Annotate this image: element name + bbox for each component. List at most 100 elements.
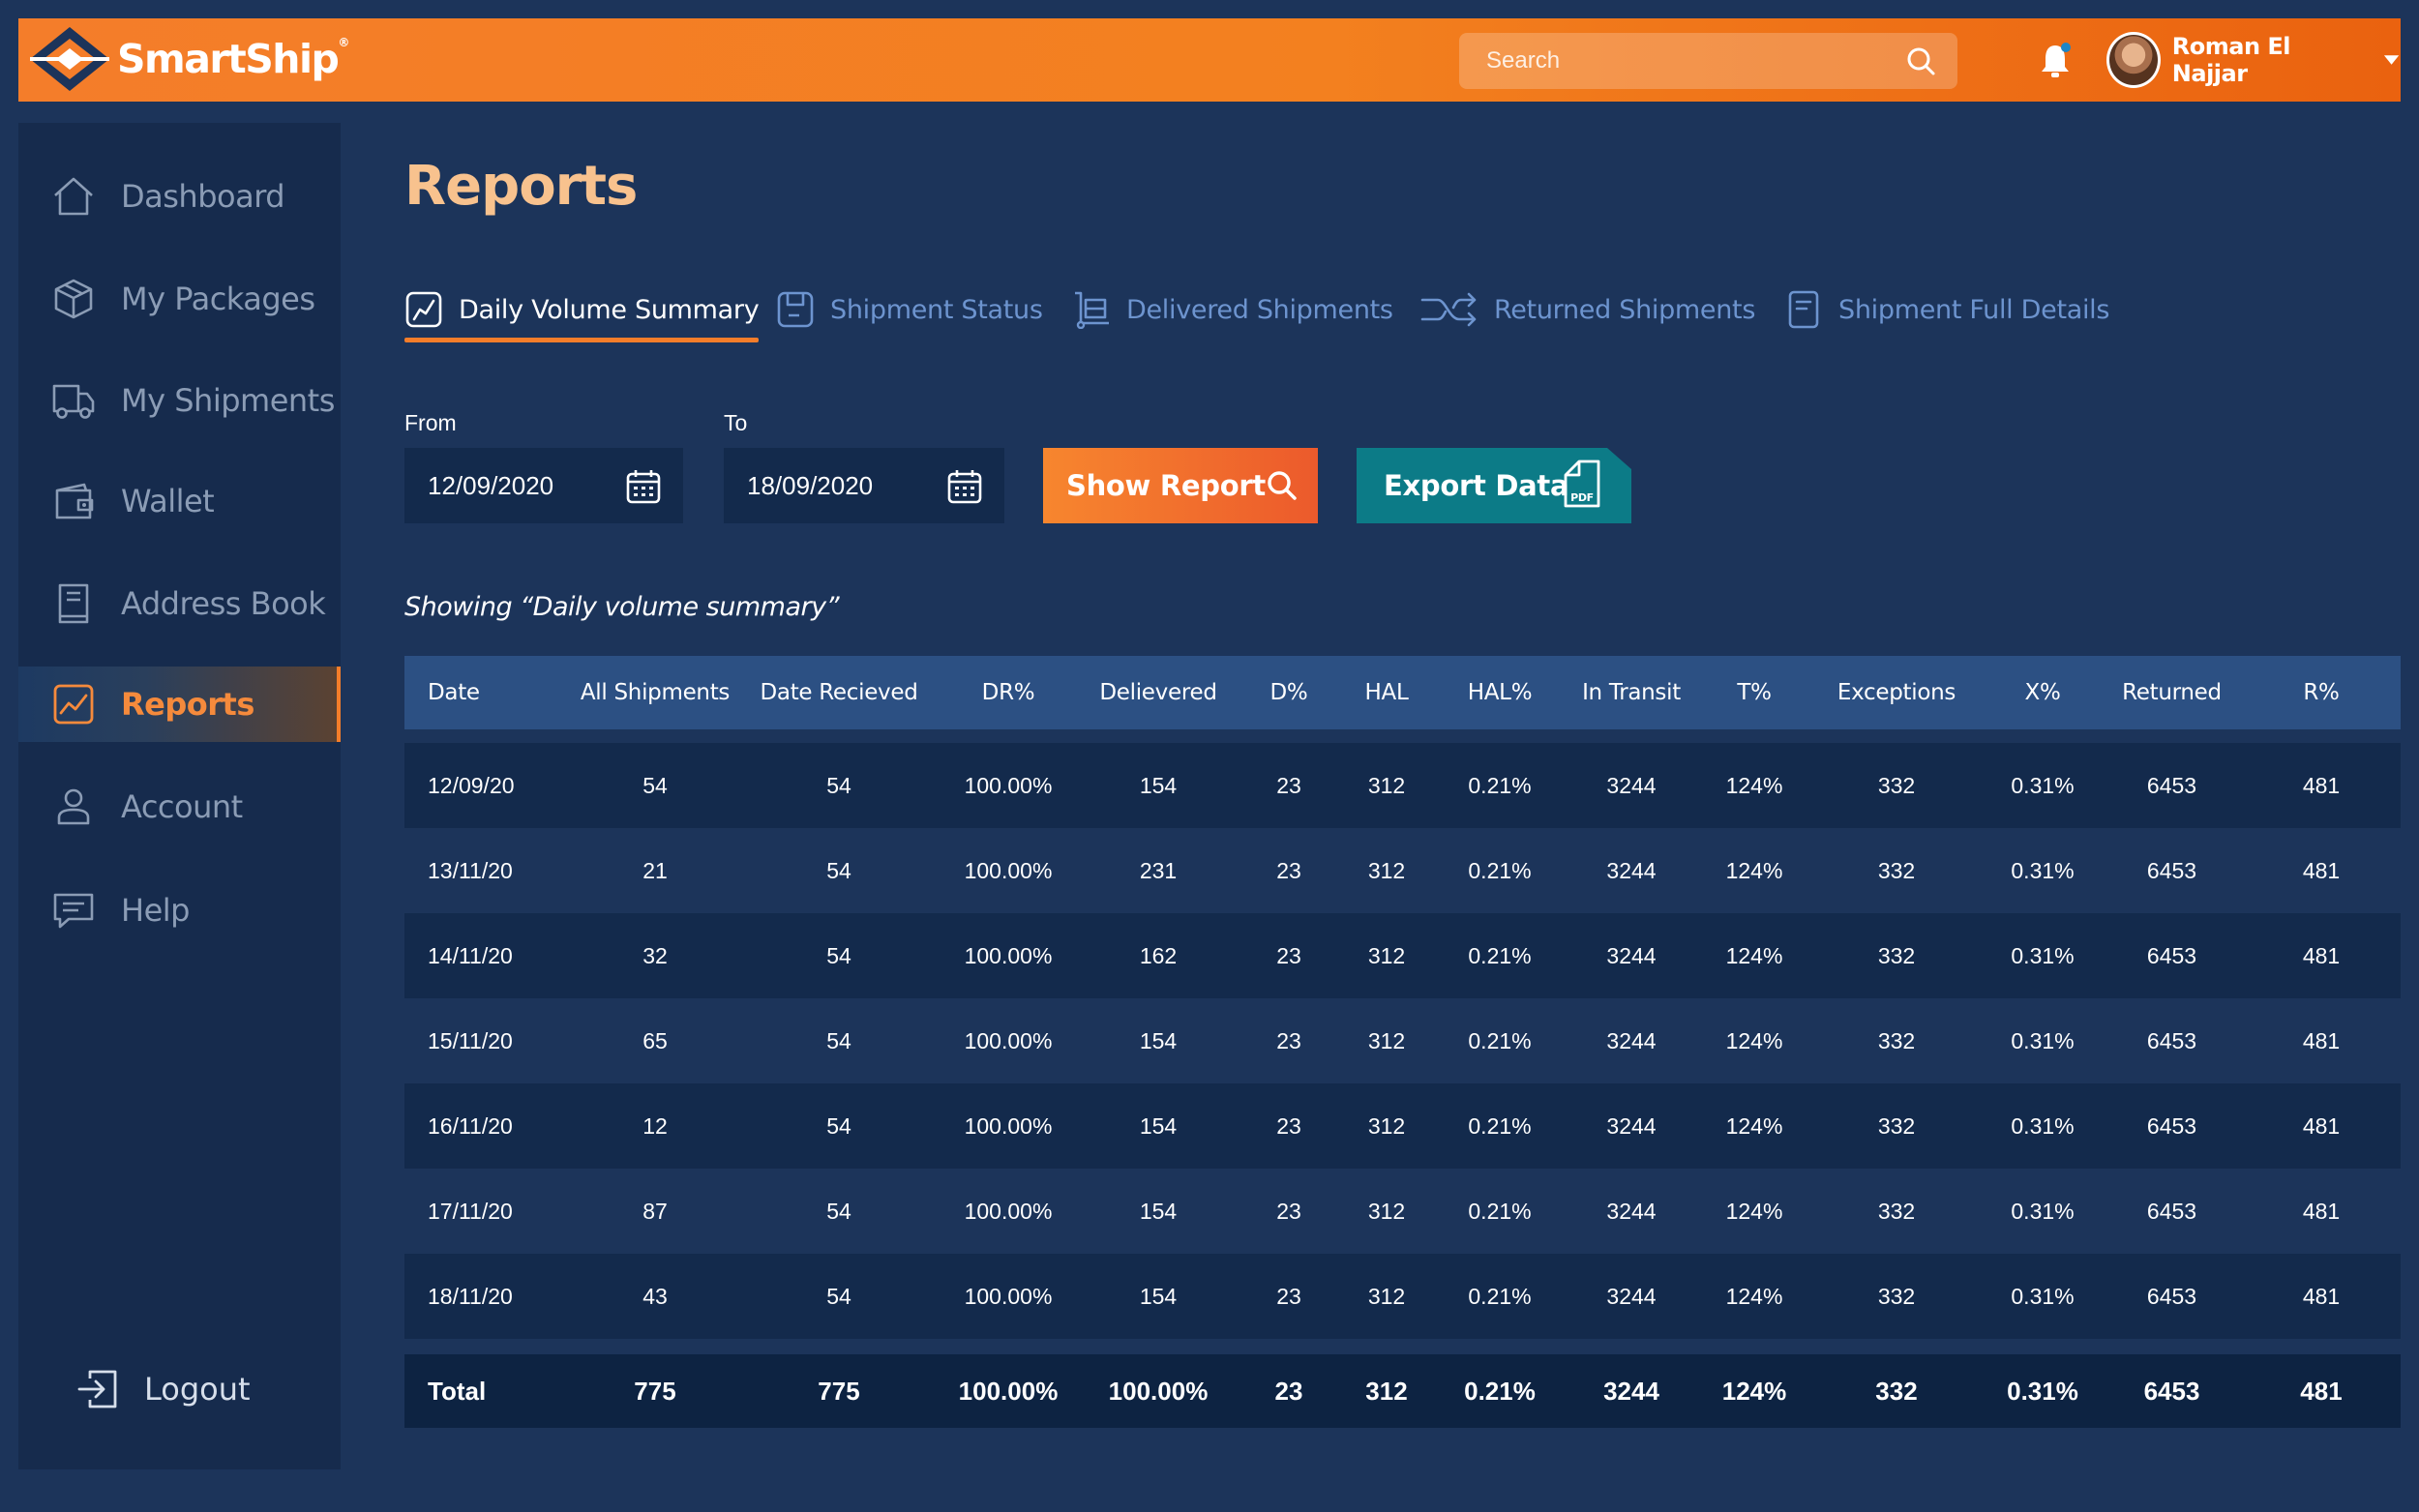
tab-daily-volume-summary[interactable]: Daily Volume Summary (404, 279, 760, 342)
table-row[interactable]: 13/11/20 21 54 100.00% 231 23 312 0.21% 3244 124%… (404, 828, 2401, 913)
table-cell: 65 (642, 1027, 668, 1053)
avatar[interactable] (2106, 32, 2161, 88)
column-header[interactable]: Exceptions (1809, 656, 1984, 729)
table-cell: 100.00% (964, 857, 1053, 883)
wallet-icon (55, 483, 94, 519)
show-report-button[interactable]: Show Report (1043, 448, 1318, 523)
calendar-icon[interactable] (625, 468, 662, 505)
user-menu[interactable]: Roman El Najjar (2106, 32, 2401, 88)
table-row[interactable]: 15/11/20 65 54 100.00% 154 23 312 0.21% 3244 124%… (404, 998, 2401, 1083)
column-header[interactable]: T% (1699, 656, 1809, 729)
column-header[interactable]: Date Recieved (737, 656, 941, 729)
search-input[interactable] (1486, 47, 1893, 74)
show-report-label: Show Report (1066, 469, 1266, 502)
table-cell: 154 (1139, 1027, 1178, 1053)
table-row[interactable]: 16/11/20 12 54 100.00% 154 23 312 0.21% 3244 124%… (404, 1083, 2401, 1169)
export-data-button[interactable]: Export Data PDF (1357, 448, 1631, 523)
sidebar-item-wallet[interactable]: Wallet (18, 463, 341, 539)
table-cell: 231 (1139, 857, 1178, 883)
table-cell: 23 (1240, 913, 1337, 998)
table-cell: 23 (1276, 857, 1301, 883)
table-cell: 332 (1809, 743, 1984, 828)
table-cell: 0.21% (1436, 1083, 1564, 1169)
brand-logo[interactable]: SmartShip® (28, 25, 349, 93)
pdf-badge: PDF (1570, 491, 1594, 504)
table-cell: 17/11/20 (428, 1198, 513, 1224)
table-row[interactable]: 18/11/20 43 54 100.00% 154 23 312 0.21% 3244 124%… (404, 1254, 2401, 1339)
table-cell: 124% (1725, 857, 1783, 883)
tab-delivered-shipments[interactable]: Delivered Shipments (1072, 279, 1393, 341)
sidebar-item-reports[interactable]: Reports (18, 667, 341, 742)
table-cell: 6453 (2102, 1354, 2242, 1428)
table-cell: 332 (1877, 1198, 1916, 1224)
table-cell: 0.31% (1984, 1083, 2102, 1169)
table-body: 12/09/20 54 54 100.00% 154 23 312 0.21% 3244 124%… (404, 729, 2401, 1339)
sidebar-item-label: My Packages (121, 281, 315, 317)
sidebar-item-dashboard[interactable]: Dashboard (18, 159, 341, 234)
from-date-field[interactable] (404, 448, 683, 523)
sidebar-item-my-packages[interactable]: My Packages (18, 261, 341, 337)
table-cell: 312 (1337, 1083, 1436, 1169)
table-cell: 154 (1076, 1083, 1240, 1169)
table-cell: 124% (1699, 743, 1809, 828)
table-cell: 54 (737, 1083, 941, 1169)
sidebar-item-help[interactable]: Help (18, 873, 341, 948)
table-cell: 312 (1337, 1254, 1436, 1339)
to-date-field[interactable] (724, 448, 1004, 523)
column-header[interactable]: Delievered (1076, 656, 1240, 729)
tab-returned-shipments[interactable]: Returned Shipments (1420, 279, 1755, 341)
tab-shipment-status[interactable]: Shipment Status (776, 279, 1043, 341)
table-cell: 54 (737, 743, 941, 828)
sidebar-item-account[interactable]: Account (18, 769, 341, 845)
table-cell: Total (404, 1354, 573, 1428)
to-date-input[interactable] (747, 470, 931, 501)
table-cell: 12 (573, 1083, 737, 1169)
tab-shipment-full-details[interactable]: Shipment Full Details (1784, 279, 2109, 341)
column-header[interactable]: All Shipments (573, 656, 737, 729)
column-header[interactable]: D% (1240, 656, 1337, 729)
pdf-file-icon: PDF (1564, 460, 1600, 508)
hand-truck-icon (1075, 291, 1109, 329)
logout-button[interactable]: Logout (75, 1365, 251, 1413)
package-icon (54, 279, 93, 319)
table-cell: 481 (2242, 1254, 2401, 1339)
from-date-input[interactable] (428, 470, 612, 501)
chevron-down-icon[interactable] (2382, 53, 2401, 67)
table-cell: 23 (1240, 1354, 1337, 1428)
table-cell: 54 (826, 1027, 851, 1053)
sidebar-item-address-book[interactable]: Address Book (18, 566, 341, 641)
search-box[interactable] (1459, 33, 1957, 89)
table-row[interactable]: 17/11/20 87 54 100.00% 154 23 312 0.21% 3244 124%… (404, 1169, 2401, 1254)
column-header[interactable]: X% (1984, 656, 2102, 729)
table-cell: 23 (1240, 1083, 1337, 1169)
table-cell: 154 (1076, 1254, 1240, 1339)
table-row[interactable]: 14/11/20 32 54 100.00% 162 23 312 0.21% 3244 124%… (404, 913, 2401, 998)
column-header[interactable]: DR% (941, 656, 1076, 729)
search-icon[interactable] (1905, 45, 1936, 76)
table-cell: 332 (1809, 1254, 1984, 1339)
table-cell: 124% (1725, 1027, 1783, 1053)
tab-label: Returned Shipments (1494, 294, 1756, 325)
calendar-icon[interactable] (946, 468, 983, 505)
table-cell: 481 (2302, 1198, 2341, 1224)
table-cell: 3244 (1606, 1027, 1657, 1053)
column-header[interactable]: In Transit (1564, 656, 1699, 729)
column-header[interactable]: Returned (2102, 656, 2242, 729)
table-cell: 0.21% (1436, 913, 1564, 998)
column-header[interactable]: R% (2242, 656, 2401, 729)
table-cell: 16/11/20 (404, 1083, 573, 1169)
column-header[interactable]: HAL% (1436, 656, 1564, 729)
from-label: From (404, 410, 457, 435)
notification-bell-icon[interactable] (2039, 41, 2072, 79)
table-row[interactable]: 12/09/20 54 54 100.00% 154 23 312 0.21% 3244 124%… (404, 743, 2401, 828)
column-header[interactable]: Date (404, 656, 573, 729)
showing-text: Showing “Daily volume summary” (404, 592, 840, 622)
chart-icon (405, 291, 442, 328)
table-cell: 100.00% (941, 1254, 1076, 1339)
table-cell: 124% (1699, 1083, 1809, 1169)
table-cell: 0.31% (2011, 1198, 2075, 1224)
column-header[interactable]: HAL (1337, 656, 1436, 729)
sidebar-item-my-shipments[interactable]: My Shipments (18, 363, 341, 438)
tab-label: Shipment Full Details (1838, 294, 2110, 325)
user-name[interactable]: Roman El Najjar (2171, 33, 2291, 87)
